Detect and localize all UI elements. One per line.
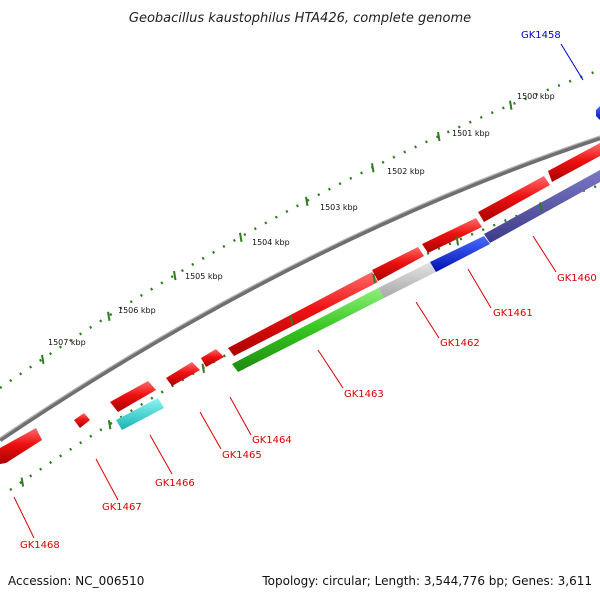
map-title: Geobacillus kaustophilus HTA426, complet… [129, 11, 471, 26]
scale-tick [289, 315, 294, 325]
scale-tick [107, 420, 112, 430]
kbp-label: 1507 kbp [48, 338, 86, 347]
scale-tick [201, 363, 205, 374]
genome-summary-text: Topology: circular; Length: 3,544,776 bp… [261, 574, 592, 588]
scale-tick [437, 131, 441, 142]
kbp-label: 1501 kbp [452, 129, 490, 138]
kbp-label: 1505 kbp [185, 272, 223, 281]
forward-strand-genes [0, 143, 600, 464]
gene-GK1466[interactable] [116, 398, 164, 430]
gene-block-2[interactable] [372, 247, 424, 281]
backbone-highlight [0, 135, 600, 439]
gene-label[interactable]: GK1464 [252, 435, 292, 446]
gene-label[interactable]: GK1458 [521, 30, 561, 41]
kbp-label: 1504 kbp [252, 238, 290, 247]
gene-GK1463[interactable] [232, 288, 384, 372]
scale-tick [371, 163, 375, 173]
inner-major-ticks [20, 202, 543, 487]
kbp-label: 1502 kbp [387, 167, 425, 176]
gene-labels: GK1458 GK1460 GK1461 GK1462 GK1463 GK146… [20, 30, 597, 551]
gene-GK1465[interactable] [166, 362, 200, 386]
scale-tick [173, 270, 177, 281]
scale-tick [239, 232, 243, 242]
gene-GK1462[interactable] [378, 262, 436, 298]
scale-ring [0, 68, 600, 390]
gene-label[interactable]: GK1465 [222, 450, 262, 461]
kbp-label: 1500 kbp [517, 92, 555, 101]
gene-block-3[interactable] [422, 218, 482, 253]
gene-GK1458[interactable] [596, 106, 600, 120]
gene-block-5[interactable] [548, 143, 600, 182]
scale-tick [41, 354, 45, 365]
scale-tick [539, 202, 543, 212]
gene-label[interactable]: GK1461 [493, 308, 533, 319]
scale-tick [107, 311, 111, 321]
gene-label[interactable]: GK1467 [102, 502, 142, 513]
gene-block-1[interactable] [228, 272, 378, 356]
gene-label[interactable]: GK1468 [20, 540, 60, 551]
gene-block-4[interactable] [478, 176, 550, 222]
scale-tick [20, 477, 25, 487]
gene-GK1467[interactable] [74, 413, 90, 428]
gene-GK1468[interactable] [0, 428, 42, 464]
gene-GK1461[interactable] [430, 236, 490, 272]
genome-backbone [0, 135, 600, 442]
gene-GK1466-forward[interactable] [110, 381, 156, 412]
kbp-label: 1506 kbp [118, 306, 156, 315]
scale-tick [372, 273, 376, 284]
accession-text: Accession: NC_006510 [8, 574, 144, 588]
gene-GK1464[interactable] [201, 349, 224, 367]
scale-major-ticks [41, 100, 513, 365]
gene-label[interactable]: GK1462 [440, 338, 480, 349]
gene-label[interactable]: GK1463 [344, 389, 384, 400]
scale-tick [455, 236, 460, 246]
reverse-strand-genes [116, 106, 600, 430]
kbp-label: 1503 kbp [320, 203, 358, 212]
gene-GK1460[interactable] [484, 170, 600, 243]
scale-labels: 1500 kbp 1501 kbp 1502 kbp 1503 kbp 1504… [48, 92, 555, 347]
gene-label[interactable]: GK1460 [557, 273, 597, 284]
scale-tick [305, 196, 309, 206]
gene-label[interactable]: GK1466 [155, 478, 195, 489]
scale-tick [509, 100, 513, 110]
gene-leader-lines [13, 43, 584, 539]
